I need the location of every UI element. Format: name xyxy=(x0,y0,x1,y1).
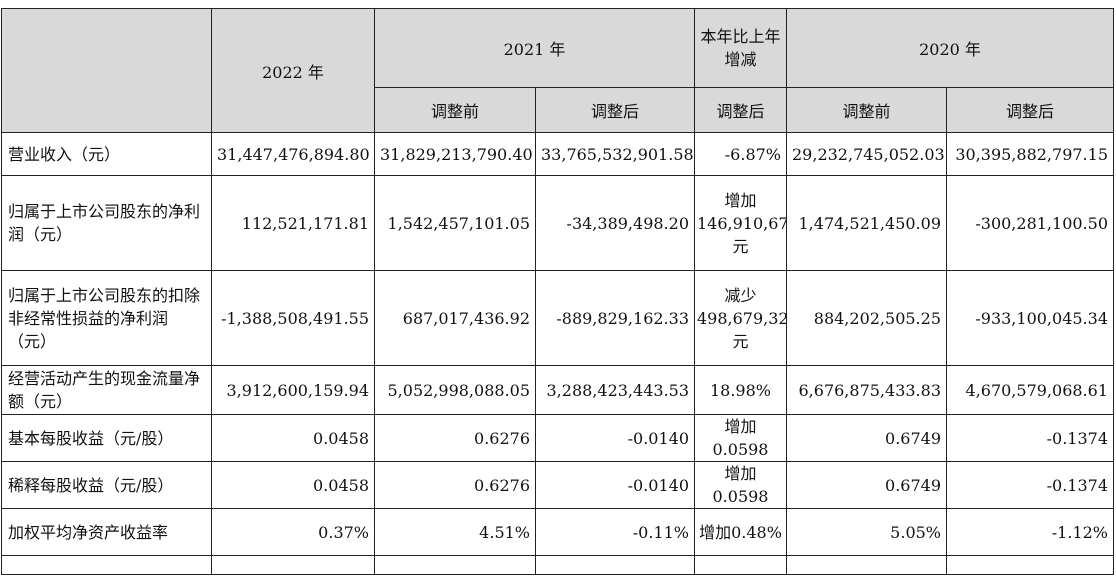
cutoff-cell xyxy=(211,555,375,575)
header-2021-after: 调整后 xyxy=(535,87,695,133)
cell-change: 减少498,679,329.22元 xyxy=(694,270,787,366)
header-2021: 2021 年 xyxy=(374,8,695,88)
table-row-weighted-roe: 加权平均净资产收益率 0.37% 4.51% -0.11% 增加0.48% 5.… xyxy=(1,508,1114,556)
header-blank-cell xyxy=(1,8,212,133)
row-label: 稀释每股收益（元/股） xyxy=(1,461,212,509)
cell-2020-before: 0.6749 xyxy=(786,461,947,509)
row-label: 加权平均净资产收益率 xyxy=(1,508,212,556)
header-yoy-change: 本年比上年增减 xyxy=(694,8,787,88)
cell-2020-before: 29,232,745,052.03 xyxy=(786,132,947,176)
cell-2020-before: 6,676,875,433.83 xyxy=(786,365,947,415)
row-label: 归属于上市公司股东的净利润（元） xyxy=(1,175,212,271)
cutoff-cell xyxy=(535,555,695,575)
cell-2021-before: 0.6276 xyxy=(374,414,536,462)
header-2020: 2020 年 xyxy=(786,8,1114,88)
cell-2020-after: 4,670,579,068.61 xyxy=(946,365,1114,415)
table-row-operating-cash-flow: 经营活动产生的现金流量净额（元） 3,912,600,159.94 5,052,… xyxy=(1,365,1114,415)
cell-change: -6.87% xyxy=(694,132,787,176)
cell-2021-before: 1,542,457,101.05 xyxy=(374,175,536,271)
table-row-cutoff xyxy=(1,555,1114,575)
cell-2022: 31,447,476,894.80 xyxy=(211,132,375,176)
cutoff-cell xyxy=(946,555,1114,575)
row-label: 基本每股收益（元/股） xyxy=(1,414,212,462)
row-label: 经营活动产生的现金流量净额（元） xyxy=(1,365,212,415)
cell-2020-after: -0.1374 xyxy=(946,414,1114,462)
cell-2021-before: 5,052,998,088.05 xyxy=(374,365,536,415)
financial-summary-table: 2022 年 2021 年 本年比上年增减 2020 年 调整前 调整后 调整后… xyxy=(1,8,1114,575)
cell-2020-after: 30,395,882,797.15 xyxy=(946,132,1114,176)
cell-change: 增加0.48% xyxy=(694,508,787,556)
cell-change: 增加146,910,670.01元 xyxy=(694,175,787,271)
cell-2020-before: 0.6749 xyxy=(786,414,947,462)
row-label: 归属于上市公司股东的扣除非经常性损益的净利润（元） xyxy=(1,270,212,366)
cell-2021-after: 33,765,532,901.58 xyxy=(535,132,695,176)
cell-2020-after: -1.12% xyxy=(946,508,1114,556)
header-2021-before: 调整前 xyxy=(374,87,536,133)
cell-2022: 112,521,171.81 xyxy=(211,175,375,271)
cell-2020-before: 5.05% xyxy=(786,508,947,556)
cell-2020-after: -300,281,100.50 xyxy=(946,175,1114,271)
cell-2021-before: 687,017,436.92 xyxy=(374,270,536,366)
table-row-net-profit: 归属于上市公司股东的净利润（元） 112,521,171.81 1,542,45… xyxy=(1,175,1114,271)
cell-2021-before: 31,829,213,790.40 xyxy=(374,132,536,176)
cell-2022: 0.0458 xyxy=(211,414,375,462)
cell-2020-before: 884,202,505.25 xyxy=(786,270,947,366)
header-2020-before: 调整前 xyxy=(786,87,947,133)
cell-2021-after: -0.11% xyxy=(535,508,695,556)
cell-change: 18.98% xyxy=(694,365,787,415)
cell-2022: -1,388,508,491.55 xyxy=(211,270,375,366)
header-yoy-after: 调整后 xyxy=(694,87,787,133)
cutoff-cell xyxy=(786,555,947,575)
cell-change: 增加0.0598 xyxy=(694,414,787,462)
cell-2021-before: 0.6276 xyxy=(374,461,536,509)
table-row-revenue: 营业收入（元） 31,447,476,894.80 31,829,213,790… xyxy=(1,132,1114,176)
cell-2021-after: -0.0140 xyxy=(535,414,695,462)
cell-2021-after: 3,288,423,443.53 xyxy=(535,365,695,415)
cutoff-cell xyxy=(374,555,536,575)
cell-2020-after: -933,100,045.34 xyxy=(946,270,1114,366)
cutoff-cell xyxy=(694,555,787,575)
header-2022: 2022 年 xyxy=(211,8,375,133)
row-label: 营业收入（元） xyxy=(1,132,212,176)
cell-2021-after: -34,389,498.20 xyxy=(535,175,695,271)
header-2020-after: 调整后 xyxy=(946,87,1114,133)
table-row-net-profit-excl-nonrecurring: 归属于上市公司股东的扣除非经常性损益的净利润（元） -1,388,508,491… xyxy=(1,270,1114,366)
cell-2022: 0.37% xyxy=(211,508,375,556)
cell-2020-before: 1,474,521,450.09 xyxy=(786,175,947,271)
cell-change: 增加0.0598 xyxy=(694,461,787,509)
table-row-basic-eps: 基本每股收益（元/股） 0.0458 0.6276 -0.0140 增加0.05… xyxy=(1,414,1114,462)
cell-2021-before: 4.51% xyxy=(374,508,536,556)
cell-2021-after: -889,829,162.33 xyxy=(535,270,695,366)
cell-2022: 0.0458 xyxy=(211,461,375,509)
cutoff-cell xyxy=(1,555,212,575)
cell-2020-after: -0.1374 xyxy=(946,461,1114,509)
cell-2021-after: -0.0140 xyxy=(535,461,695,509)
table-row-diluted-eps: 稀释每股收益（元/股） 0.0458 0.6276 -0.0140 增加0.05… xyxy=(1,461,1114,509)
cell-2022: 3,912,600,159.94 xyxy=(211,365,375,415)
